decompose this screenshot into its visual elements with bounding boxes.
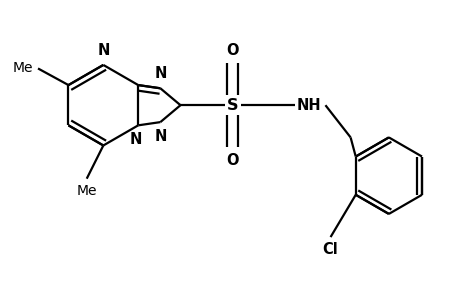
Text: N: N [130, 132, 142, 147]
Text: O: O [226, 152, 239, 167]
Text: NH: NH [296, 98, 320, 113]
Text: Cl: Cl [322, 242, 338, 257]
Text: Me: Me [12, 61, 33, 76]
Text: N: N [97, 43, 109, 58]
Text: Me: Me [76, 184, 97, 198]
Text: O: O [226, 43, 239, 58]
Text: S: S [227, 98, 238, 113]
Text: N: N [154, 129, 166, 144]
Text: N: N [154, 66, 166, 81]
